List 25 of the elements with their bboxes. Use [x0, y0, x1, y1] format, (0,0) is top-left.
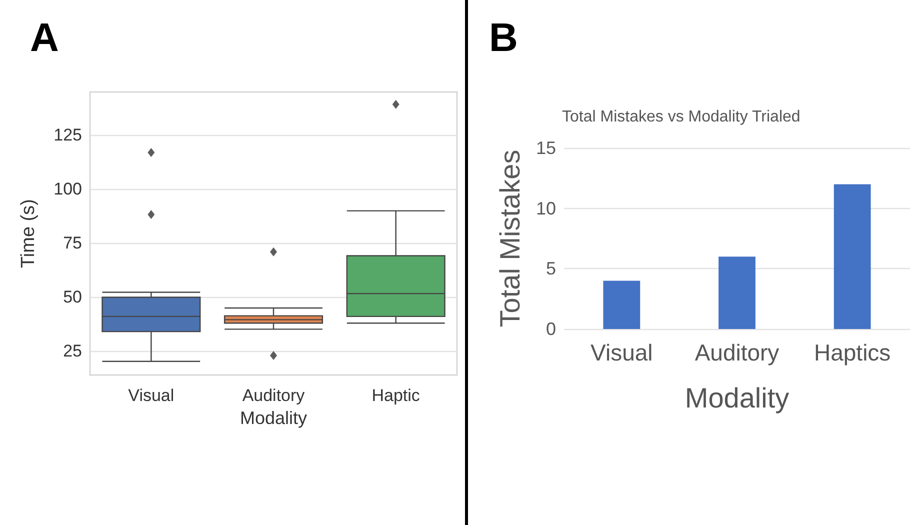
text: A [30, 16, 59, 60]
bar [834, 184, 871, 329]
y-tick-label: 15 [536, 138, 556, 158]
x-tick-label: Haptic [372, 386, 420, 405]
bar [718, 256, 756, 329]
x-tick-label: Haptics [814, 340, 891, 366]
y-tick-label: 75 [63, 234, 82, 253]
y-tick-label: 5 [546, 258, 556, 279]
x-tick-label: Visual [128, 386, 174, 405]
y-tick-label: 25 [63, 342, 82, 361]
chart-title: Total Mistakes vs Modality Trialed [562, 108, 800, 126]
y-tick-label: 125 [54, 126, 82, 145]
x-tick-label: Auditory [242, 386, 306, 405]
bar [603, 280, 640, 329]
y-tick-label: 100 [54, 180, 82, 199]
y-tick-label: 0 [546, 319, 556, 339]
y-axis-title: Total Mistakes [494, 150, 526, 328]
x-axis-title: Modality [240, 408, 308, 428]
text: B [489, 16, 518, 60]
y-axis-title: Time (s) [18, 199, 39, 268]
x-tick-label: Visual [590, 340, 653, 366]
x-axis-title: Modality [684, 382, 790, 414]
x-tick-label: Auditory [694, 340, 780, 366]
y-tick-label: 10 [536, 198, 556, 218]
y-tick-label: 50 [63, 288, 82, 307]
